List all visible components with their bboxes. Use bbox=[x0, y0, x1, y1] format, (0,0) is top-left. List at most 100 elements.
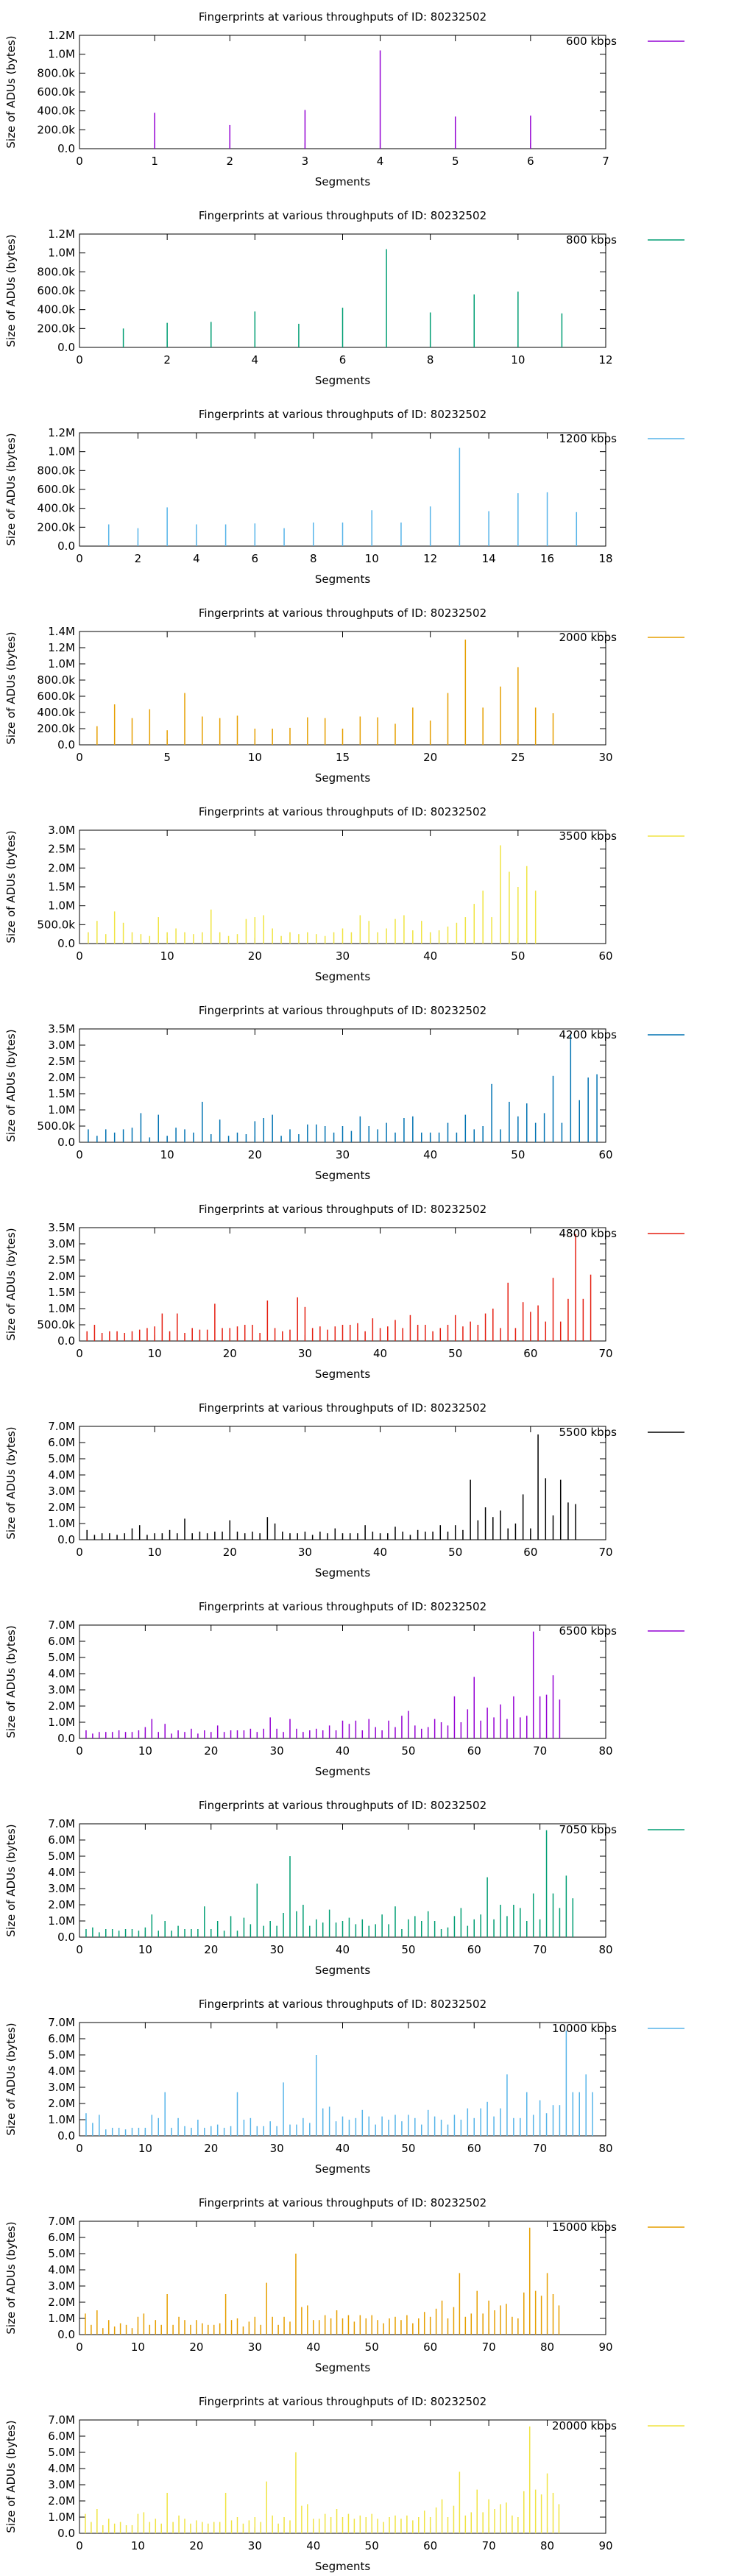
x-tick-label: 4 bbox=[377, 155, 384, 168]
chart-title: Fingerprints at various throughputs of I… bbox=[199, 1401, 486, 1415]
x-tick-label: 60 bbox=[467, 2142, 481, 2155]
chart-panel: Fingerprints at various throughputs of I… bbox=[4, 1600, 684, 1778]
y-tick-label: 2.0M bbox=[48, 1270, 75, 1283]
legend-label: 4200 kbps bbox=[559, 1028, 618, 1041]
y-tick-label: 3.0M bbox=[48, 2081, 75, 2094]
y-tick-label: 1.0M bbox=[48, 2113, 75, 2126]
chart-panel: Fingerprints at various throughputs of I… bbox=[4, 408, 684, 586]
x-tick-label: 20 bbox=[223, 1546, 237, 1559]
x-tick-label: 20 bbox=[189, 2539, 203, 2552]
plot-frame bbox=[79, 35, 606, 149]
y-axis-label: Size of ADUs (bytes) bbox=[4, 1824, 18, 1936]
x-tick-label: 16 bbox=[540, 552, 554, 565]
x-tick-label: 30 bbox=[248, 2539, 262, 2552]
y-tick-label: 7.0M bbox=[48, 1817, 75, 1830]
chart-title: Fingerprints at various throughputs of I… bbox=[199, 408, 486, 421]
y-tick-label: 1.2M bbox=[48, 29, 75, 42]
y-tick-label: 0.0 bbox=[57, 1931, 75, 1944]
x-tick-label: 10 bbox=[138, 1744, 152, 1758]
chart-panel: Fingerprints at various throughputs of I… bbox=[4, 2395, 684, 2573]
y-tick-label: 1.5M bbox=[48, 1087, 75, 1100]
x-axis-label: Segments bbox=[315, 1367, 371, 1381]
x-tick-label: 10 bbox=[138, 1943, 152, 1956]
y-tick-label: 3.0M bbox=[48, 2478, 75, 2491]
x-tick-label: 60 bbox=[467, 1943, 481, 1956]
x-tick-label: 40 bbox=[336, 2142, 350, 2155]
y-tick-label: 1.2M bbox=[48, 227, 75, 241]
chart-title: Fingerprints at various throughputs of I… bbox=[199, 209, 486, 222]
x-tick-label: 60 bbox=[523, 1546, 537, 1559]
chart-title: Fingerprints at various throughputs of I… bbox=[199, 2395, 486, 2408]
y-tick-label: 4.0M bbox=[48, 1468, 75, 1482]
y-tick-label: 0.0 bbox=[57, 738, 75, 751]
y-tick-label: 1.0M bbox=[48, 2312, 75, 2325]
x-tick-label: 0 bbox=[76, 2340, 83, 2354]
y-tick-label: 6.0M bbox=[48, 1833, 75, 1847]
chart-title: Fingerprints at various throughputs of I… bbox=[199, 1998, 486, 2011]
x-axis-label: Segments bbox=[315, 175, 371, 188]
y-tick-label: 400.0k bbox=[37, 303, 75, 316]
y-axis-label: Size of ADUs (bytes) bbox=[4, 2023, 18, 2135]
x-tick-label: 10 bbox=[138, 2142, 152, 2155]
x-tick-label: 50 bbox=[401, 2142, 415, 2155]
x-tick-label: 0 bbox=[76, 2142, 83, 2155]
y-tick-label: 400.0k bbox=[37, 706, 75, 719]
y-tick-label: 7.0M bbox=[48, 1618, 75, 1632]
y-tick-label: 1.0M bbox=[48, 1302, 75, 1315]
y-tick-label: 4.0M bbox=[48, 2462, 75, 2475]
x-tick-label: 50 bbox=[448, 1546, 462, 1559]
x-tick-label: 25 bbox=[511, 751, 525, 764]
y-tick-label: 200.0k bbox=[37, 322, 75, 335]
x-tick-label: 0 bbox=[76, 1943, 83, 1956]
x-tick-label: 10 bbox=[248, 751, 262, 764]
x-tick-label: 20 bbox=[223, 1347, 237, 1360]
y-tick-label: 5.0M bbox=[48, 2048, 75, 2062]
x-tick-label: 20 bbox=[204, 2142, 218, 2155]
x-tick-label: 10 bbox=[160, 1148, 174, 1161]
x-tick-label: 40 bbox=[336, 1943, 350, 1956]
x-tick-label: 50 bbox=[401, 1943, 415, 1956]
x-tick-label: 2 bbox=[227, 155, 234, 168]
y-axis-label: Size of ADUs (bytes) bbox=[4, 1029, 18, 1142]
x-tick-label: 50 bbox=[448, 1347, 462, 1360]
y-tick-label: 7.0M bbox=[48, 1420, 75, 1433]
x-tick-label: 40 bbox=[373, 1546, 387, 1559]
x-axis-label: Segments bbox=[315, 2162, 371, 2176]
x-tick-label: 2 bbox=[163, 353, 171, 367]
legend-label: 2000 kbps bbox=[559, 631, 618, 644]
y-axis-label: Size of ADUs (bytes) bbox=[4, 830, 18, 943]
y-tick-label: 1.0M bbox=[48, 2510, 75, 2524]
x-tick-label: 60 bbox=[598, 1148, 612, 1161]
chart-panel: Fingerprints at various throughputs of I… bbox=[4, 209, 684, 387]
x-tick-label: 40 bbox=[306, 2340, 320, 2354]
x-tick-label: 10 bbox=[148, 1546, 162, 1559]
x-tick-label: 50 bbox=[511, 949, 525, 963]
y-tick-label: 1.0M bbox=[48, 1517, 75, 1530]
y-tick-label: 7.0M bbox=[48, 2016, 75, 2029]
y-tick-label: 1.0M bbox=[48, 899, 75, 913]
y-tick-label: 5.0M bbox=[48, 1651, 75, 1664]
y-tick-label: 2.5M bbox=[48, 1253, 75, 1267]
x-axis-label: Segments bbox=[315, 1964, 371, 1977]
y-tick-label: 600.0k bbox=[37, 284, 75, 297]
y-tick-label: 1.2M bbox=[48, 641, 75, 654]
plot-frame bbox=[79, 1227, 606, 1342]
x-tick-label: 10 bbox=[160, 949, 174, 963]
y-tick-label: 3.0M bbox=[48, 1683, 75, 1696]
x-tick-label: 0 bbox=[76, 1148, 83, 1161]
y-tick-label: 400.0k bbox=[37, 105, 75, 118]
x-axis-label: Segments bbox=[315, 374, 371, 387]
x-tick-label: 0 bbox=[76, 1546, 83, 1559]
legend-label: 6500 kbps bbox=[559, 1624, 618, 1638]
y-tick-label: 500.0k bbox=[37, 1119, 75, 1133]
y-tick-label: 7.0M bbox=[48, 2413, 75, 2427]
y-tick-label: 1.5M bbox=[48, 1286, 75, 1299]
x-tick-label: 7 bbox=[602, 155, 609, 168]
x-tick-label: 8 bbox=[310, 552, 317, 565]
x-axis-label: Segments bbox=[315, 970, 371, 983]
x-tick-label: 40 bbox=[423, 1148, 437, 1161]
y-tick-label: 1.0M bbox=[48, 48, 75, 61]
y-axis-label: Size of ADUs (bytes) bbox=[4, 234, 18, 347]
plot-frame bbox=[79, 631, 606, 746]
x-tick-label: 70 bbox=[598, 1546, 612, 1559]
